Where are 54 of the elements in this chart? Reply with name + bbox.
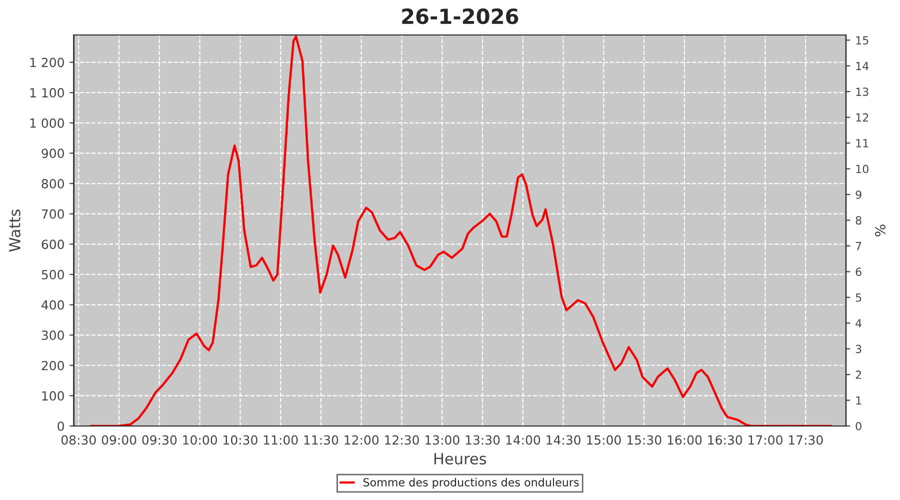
- line-series: [90, 35, 833, 426]
- x-tick-label: 09:00: [102, 435, 136, 445]
- x-tick-label: 10:00: [183, 435, 217, 445]
- x-tick-label: 12:00: [344, 435, 379, 445]
- y-tick-label: 600: [42, 240, 64, 250]
- y2-tick-label: 12: [856, 113, 868, 122]
- x-tick-label: 08:30: [61, 435, 96, 445]
- x-tick-label: 13:00: [425, 435, 460, 445]
- y-tick-label: 1 000: [30, 118, 64, 128]
- x-tick-label: 14:30: [546, 435, 580, 445]
- y-tick-label: 800: [42, 178, 64, 188]
- x-tick-label: 12:30: [385, 435, 419, 445]
- y-tick-label: 1 100: [30, 88, 64, 98]
- y2-axis-title: %: [874, 224, 886, 236]
- x-tick-label: 15:30: [627, 435, 662, 445]
- y2-tick-label: 6: [856, 268, 862, 276]
- y2-tick-label: 8: [856, 216, 862, 225]
- y-tick-label: 1 200: [30, 58, 64, 68]
- y2-tick-label: 2: [856, 370, 861, 379]
- y-tick-label: 100: [42, 391, 64, 401]
- y-tick-label: 900: [42, 148, 64, 158]
- x-tick-label: 09:30: [142, 435, 177, 445]
- x-tick-label: 17:30: [788, 435, 823, 445]
- y2-tick-label: 10: [856, 164, 868, 174]
- y2-tick-label: 3: [856, 344, 862, 354]
- y-axis-title: Watts: [9, 210, 20, 252]
- x-tick-label: 14:00: [506, 435, 540, 445]
- legend-label: Somme des productions des onduleurs: [363, 478, 579, 489]
- x-tick-label: 17:00: [748, 435, 782, 445]
- y2-tick-label: 13: [856, 88, 868, 96]
- y2-tick-label: 7: [856, 242, 862, 250]
- x-tick-label: 11:30: [304, 435, 338, 445]
- y-tick-label: 400: [42, 300, 64, 310]
- x-tick-label: 16:00: [668, 435, 702, 445]
- y2-tick-label: 5: [856, 294, 862, 302]
- y2-tick-label: 15: [856, 36, 868, 45]
- chart-title: 26-1-2026: [402, 8, 518, 24]
- y2-tick-label: 9: [856, 190, 862, 199]
- x-tick-label: 15:00: [587, 435, 621, 445]
- y2-tick-label: 1: [856, 396, 862, 404]
- y2-tick-label: 11: [856, 139, 868, 148]
- y2-tick-label: 0: [856, 422, 862, 430]
- y2-tick-label: 4: [856, 319, 862, 328]
- y-tick-label: 200: [42, 360, 64, 370]
- y-tick-label: 700: [42, 209, 64, 219]
- x-axis-title: Heures: [434, 453, 486, 465]
- y-tick-label: 0: [58, 421, 64, 431]
- y-tick-label: 300: [42, 330, 64, 340]
- x-tick-label: 13:30: [466, 435, 500, 445]
- y-tick-label: 500: [42, 270, 64, 280]
- x-tick-label: 10:30: [224, 435, 258, 445]
- y2-tick-label: 14: [856, 62, 869, 70]
- x-tick-label: 16:30: [708, 435, 742, 445]
- x-tick-label: 11:00: [264, 435, 298, 445]
